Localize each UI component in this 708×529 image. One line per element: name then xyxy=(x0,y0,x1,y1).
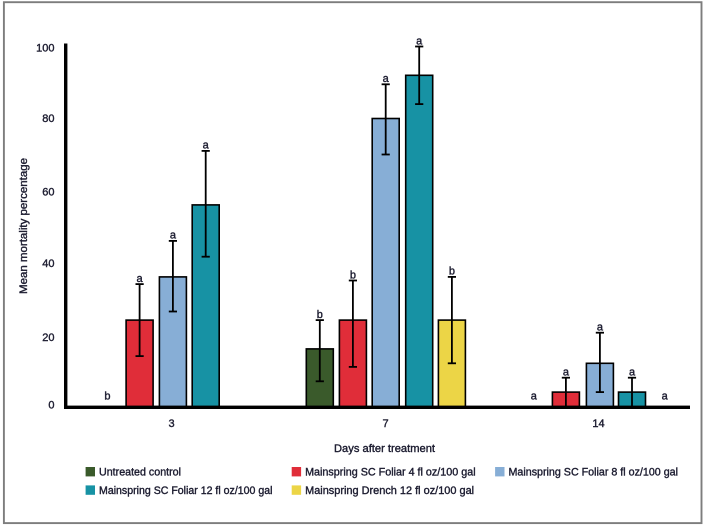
svg-text:Mainspring SC Foliar 4 fl oz/1: Mainspring SC Foliar 4 fl oz/100 gal xyxy=(305,467,476,479)
svg-text:Mainspring SC Foliar 8 fl oz/1: Mainspring SC Foliar 8 fl oz/100 gal xyxy=(509,467,679,479)
svg-text:a: a xyxy=(203,140,210,152)
svg-text:b: b xyxy=(350,269,356,281)
svg-text:a: a xyxy=(563,367,570,379)
svg-text:3: 3 xyxy=(168,418,174,430)
svg-text:Mainspring SC Foliar 12 fl oz/: Mainspring SC Foliar 12 fl oz/100 gal xyxy=(99,485,273,497)
svg-text:Mainspring Drench 12 fl oz/100: Mainspring Drench 12 fl oz/100 gal xyxy=(305,485,474,497)
svg-text:7: 7 xyxy=(382,418,388,430)
svg-text:40: 40 xyxy=(42,258,54,270)
svg-text:a: a xyxy=(597,322,604,334)
svg-text:b: b xyxy=(317,309,323,321)
svg-text:0: 0 xyxy=(48,399,54,411)
svg-text:a: a xyxy=(531,391,538,403)
svg-text:14: 14 xyxy=(592,418,604,430)
svg-text:Untreated control: Untreated control xyxy=(99,467,181,479)
svg-text:a: a xyxy=(416,35,423,47)
svg-text:a: a xyxy=(170,230,177,242)
svg-text:a: a xyxy=(629,367,636,379)
svg-text:Days after treatment: Days after treatment xyxy=(334,443,435,455)
svg-text:100: 100 xyxy=(36,43,54,55)
svg-text:60: 60 xyxy=(42,186,54,198)
svg-text:b: b xyxy=(104,391,110,403)
svg-text:Mean mortality percentage: Mean mortality percentage xyxy=(18,158,30,294)
svg-text:a: a xyxy=(662,391,669,403)
svg-text:a: a xyxy=(383,73,390,85)
svg-text:a: a xyxy=(137,273,144,285)
svg-text:80: 80 xyxy=(42,113,54,125)
svg-text:20: 20 xyxy=(42,332,54,344)
svg-text:b: b xyxy=(449,266,455,278)
